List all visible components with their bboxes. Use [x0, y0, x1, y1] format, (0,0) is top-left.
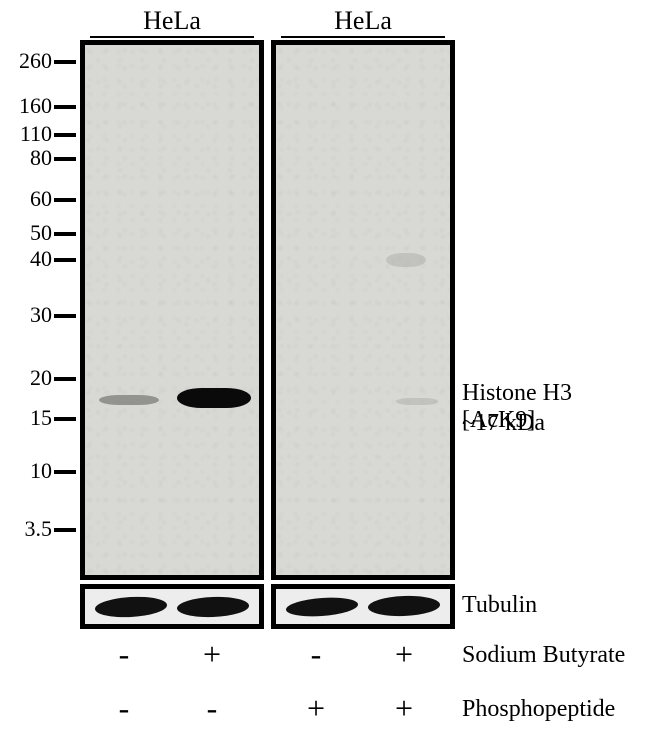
tubulin-band-lane4	[368, 595, 440, 618]
tubulin-panel-right	[271, 584, 455, 629]
pp-lane4: +	[384, 690, 424, 727]
tick-30	[54, 314, 76, 318]
mw-15: 15	[0, 405, 52, 431]
target-band-lane2	[177, 388, 251, 408]
blot-panel-left	[80, 40, 264, 580]
nonspecific-smudge	[386, 253, 426, 267]
phosphopeptide-label: Phosphopeptide	[462, 696, 615, 723]
sample-label-left: HeLa	[80, 6, 264, 36]
pp-lane1: -	[104, 690, 144, 727]
mw-260: 260	[0, 48, 52, 74]
mw-80: 80	[0, 145, 52, 171]
mw-20: 20	[0, 365, 52, 391]
mw-50: 50	[0, 220, 52, 246]
mw-160: 160	[0, 93, 52, 119]
target-band-lane4-faint	[396, 398, 438, 405]
tubulin-band-lane1	[95, 595, 167, 619]
tick-3-5	[54, 528, 76, 532]
blot-panel-right	[271, 40, 455, 580]
sb-lane2: +	[192, 636, 232, 673]
tick-15	[54, 417, 76, 421]
sample-underline-left	[90, 36, 254, 38]
tubulin-label: Tubulin	[462, 592, 537, 619]
target-label-line2: ~17 kDa	[462, 410, 545, 437]
mw-30: 30	[0, 302, 52, 328]
noise-overlay	[85, 45, 259, 575]
figure-container: HeLa HeLa 260 160 110 80 60 50 40 30	[0, 0, 650, 744]
tick-160	[54, 105, 76, 109]
pp-lane2: -	[192, 690, 232, 727]
mw-40: 40	[0, 246, 52, 272]
sb-lane1: -	[104, 636, 144, 673]
tick-10	[54, 470, 76, 474]
tick-260	[54, 60, 76, 64]
tick-60	[54, 198, 76, 202]
tick-80	[54, 157, 76, 161]
sample-underline-right	[281, 36, 445, 38]
target-band-lane1	[99, 395, 159, 405]
tick-20	[54, 377, 76, 381]
noise-overlay	[276, 45, 450, 575]
mw-60: 60	[0, 186, 52, 212]
mw-3-5: 3.5	[0, 516, 52, 542]
mw-110: 110	[0, 121, 52, 147]
sodium-butyrate-label: Sodium Butyrate	[462, 642, 625, 669]
pp-lane3: +	[296, 690, 336, 727]
tubulin-panel-left	[80, 584, 264, 629]
tubulin-band-lane2	[177, 596, 249, 619]
tubulin-band-lane3	[286, 595, 358, 618]
sample-label-right: HeLa	[271, 6, 455, 36]
tick-40	[54, 258, 76, 262]
mw-10: 10	[0, 458, 52, 484]
tick-50	[54, 232, 76, 236]
sb-lane3: -	[296, 636, 336, 673]
sb-lane4: +	[384, 636, 424, 673]
tick-110	[54, 133, 76, 137]
